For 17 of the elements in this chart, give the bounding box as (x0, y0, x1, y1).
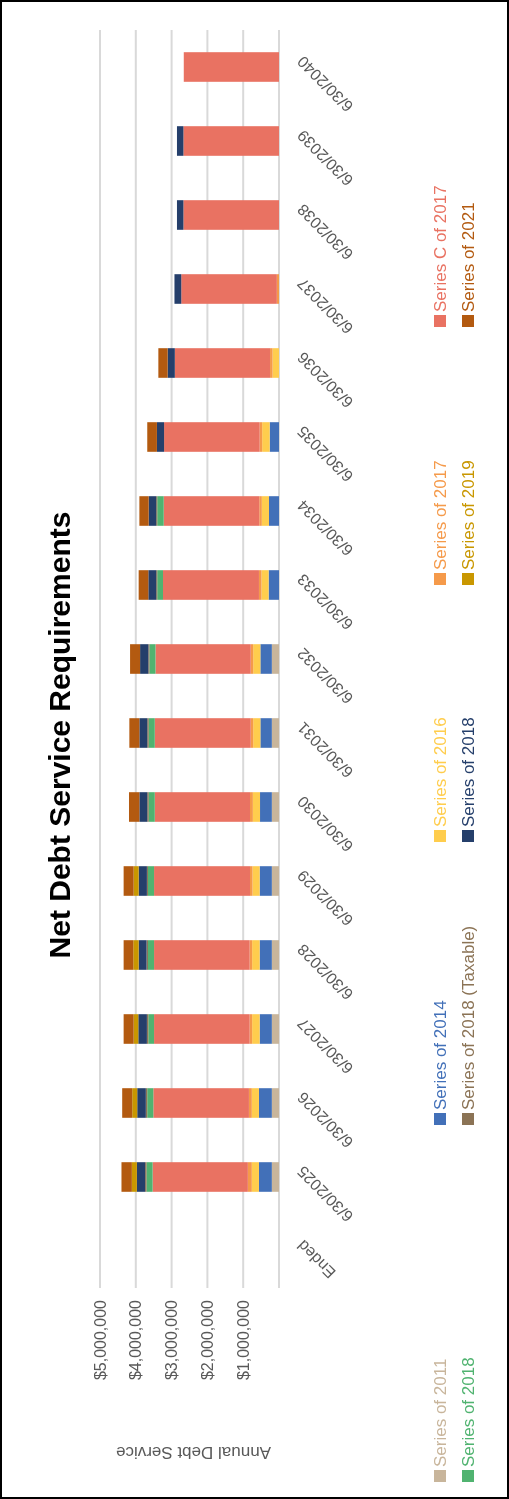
x-tick-label: $3,000,000 (163, 1299, 181, 1381)
text: Series of 2014 (430, 1000, 450, 1110)
text: Series of 2018 (Taxable) (458, 925, 478, 1110)
text: Series of 2018 (458, 717, 478, 827)
text: Series of 2019 (458, 460, 478, 570)
x-tick-label: $2,000,000 (199, 1299, 216, 1381)
text: Series of 2021 (458, 202, 478, 312)
x-tick-label: $1,000,000 (234, 1299, 252, 1381)
text: Series of 2011 (430, 1358, 450, 1467)
text: Series of 2016 (430, 717, 450, 827)
x-axis-title: Annual Debt Service (116, 1443, 271, 1462)
text: Series of 2018 (458, 1357, 478, 1467)
text: Series of 2017 (430, 460, 450, 570)
x-tick-label: $4,000,000 (127, 1299, 145, 1381)
x-tick-label: $5,000,000 (91, 1299, 109, 1381)
text: Series C of 2017 (430, 185, 450, 312)
text: Net Debt Service Requirements (43, 511, 76, 959)
